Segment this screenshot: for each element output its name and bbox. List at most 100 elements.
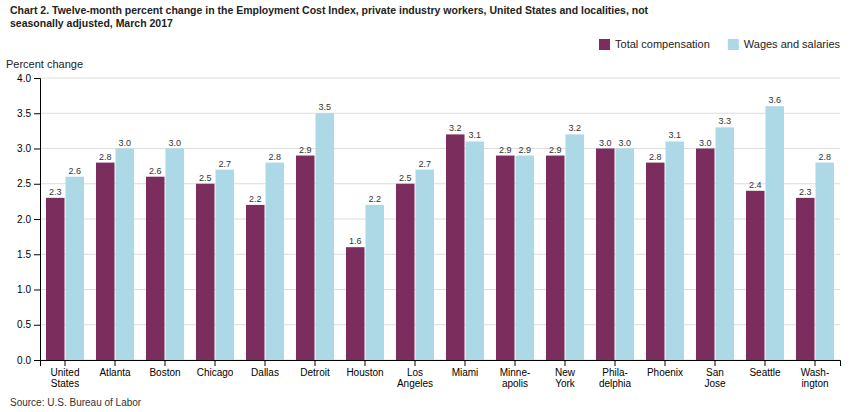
x-tick: SanJose <box>704 360 726 389</box>
bar <box>446 134 465 360</box>
x-tick-label-line: San <box>706 367 724 378</box>
y-axis: 0.0 0.5 1.0 1.5 2.0 2.5 3.0 3.5 4.0 <box>17 73 40 366</box>
x-tick-label: Detroit <box>300 367 330 378</box>
y-tick-label: 4.0 <box>17 73 31 84</box>
bar <box>146 177 165 360</box>
data-labels: 2.32.82.62.52.22.91.62.53.22.92.93.02.83… <box>49 95 831 246</box>
x-tick-label-line: New <box>555 367 576 378</box>
y-tick-label: 0.5 <box>17 319 31 330</box>
y-tick-label: 2.5 <box>17 178 31 189</box>
y-tick-label: 0.0 <box>17 355 31 366</box>
bar <box>496 156 515 360</box>
bar <box>596 149 615 361</box>
bar <box>46 198 65 360</box>
data-label: 2.4 <box>749 180 762 190</box>
bar <box>315 113 334 360</box>
legend-swatch <box>599 39 610 50</box>
bar <box>515 156 534 360</box>
x-tick: Phila-delphia <box>599 360 632 389</box>
data-label: 3.3 <box>718 116 731 126</box>
x-tick-label-line: United <box>51 367 80 378</box>
y-tick-mark <box>34 184 40 185</box>
bar <box>365 205 384 360</box>
x-tick-label-line: Phoenix <box>647 367 683 378</box>
x-tick-mark <box>615 360 616 366</box>
x-tick: UnitedStates <box>51 360 80 389</box>
bar <box>815 163 834 360</box>
y-tick-label: 1.5 <box>17 249 31 260</box>
data-label: 3.0 <box>618 138 631 148</box>
bar <box>415 170 434 360</box>
y-tick-mark <box>34 113 40 114</box>
data-label: 2.2 <box>249 194 262 204</box>
x-tick-label: Chicago <box>197 367 234 378</box>
bar <box>346 247 365 360</box>
y-tick: 2.5 <box>17 178 40 189</box>
bar <box>615 149 634 361</box>
x-tick-mark <box>715 360 716 366</box>
x-tick-label: Dallas <box>251 367 279 378</box>
legend-label: Total compensation <box>615 38 710 50</box>
x-tick-mark <box>565 360 566 366</box>
data-label: 2.8 <box>649 152 662 162</box>
x-tick-label-line: Boston <box>149 367 180 378</box>
x-tick-label: Houston <box>346 367 383 378</box>
x-tick: Seattle <box>749 360 781 378</box>
y-tick-label: 2.0 <box>17 214 31 225</box>
x-tick-mark <box>815 360 816 366</box>
data-label: 2.9 <box>549 145 562 155</box>
y-tick: 1.5 <box>17 249 40 260</box>
bar <box>715 127 734 360</box>
x-tick-mark <box>115 360 116 366</box>
data-label: 3.0 <box>118 138 131 148</box>
y-tick: 0.0 <box>17 355 40 366</box>
x-tick-label-line: Los <box>407 367 423 378</box>
bar <box>646 163 665 360</box>
y-tick-mark <box>34 290 40 291</box>
y-tick-mark <box>34 149 40 150</box>
x-tick: Detroit <box>300 360 330 378</box>
data-label: 3.1 <box>668 130 681 140</box>
x-tick-label: Minne-apolis <box>500 367 531 389</box>
y-tick: 4.0 <box>17 73 40 84</box>
x-tick-label-line: Chicago <box>197 367 234 378</box>
x-tick-label-line: Wash- <box>801 367 830 378</box>
y-tick: 3.0 <box>17 143 40 154</box>
x-tick: Atlanta <box>99 360 131 378</box>
y-tick: 1.0 <box>17 284 40 295</box>
x-tick-label: Phoenix <box>647 367 683 378</box>
x-tick-mark <box>465 360 466 366</box>
data-label: 2.9 <box>518 145 531 155</box>
bar <box>246 205 265 360</box>
chart: Chart 2. Twelve-month percent change in … <box>0 0 852 412</box>
bar <box>265 163 284 360</box>
x-tick-label-line: Miami <box>452 367 479 378</box>
plot: 0.0 0.5 1.0 1.5 2.0 2.5 3.0 3.5 4.0 UnitedStates A… <box>17 73 840 389</box>
data-label: 2.8 <box>818 152 831 162</box>
y-tick: 0.5 <box>17 319 40 330</box>
legend-item: Wages and salaries <box>728 38 841 50</box>
y-tick-mark <box>34 360 40 361</box>
bar <box>565 134 584 360</box>
y-axis-title: Percent change <box>6 58 83 70</box>
x-tick-mark <box>265 360 266 366</box>
x-tick: Miami <box>452 360 479 378</box>
y-tick-label: 3.5 <box>17 108 31 119</box>
bar <box>465 141 484 360</box>
data-label: 3.2 <box>449 123 462 133</box>
x-tick-label-line: Atlanta <box>99 367 131 378</box>
legend: Total compensation Wages and salaries <box>599 38 840 50</box>
bar <box>96 163 115 360</box>
x-tick-label: SanJose <box>704 367 726 389</box>
bar <box>765 106 784 360</box>
bar <box>746 191 765 360</box>
legend-swatch <box>728 39 739 50</box>
data-label: 2.7 <box>418 159 431 169</box>
x-tick-label-line: Angeles <box>397 378 433 389</box>
x-tick-label: Boston <box>149 367 180 378</box>
x-tick-mark <box>165 360 166 366</box>
bar-series <box>65 106 834 360</box>
y-tick-label: 1.0 <box>17 284 31 295</box>
bar-series <box>46 134 815 360</box>
data-label: 2.8 <box>99 152 112 162</box>
